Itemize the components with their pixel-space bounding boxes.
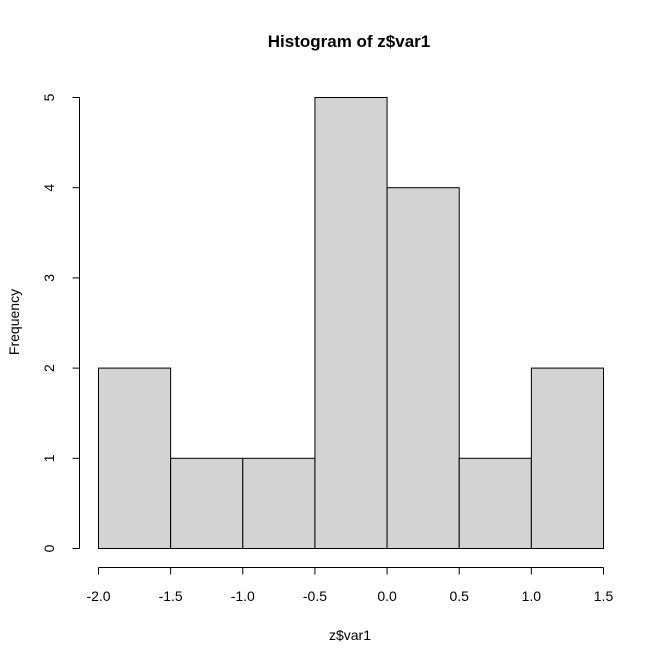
histogram-bar: [458, 457, 532, 549]
y-axis: 0 1 2 3 4 5: [41, 93, 80, 552]
y-tick-label: 2: [41, 364, 57, 372]
y-tick-label: 4: [41, 184, 57, 192]
x-tick-label: -2.0: [86, 588, 110, 604]
histogram-bar: [242, 457, 316, 549]
x-tick-label: -1.0: [231, 588, 255, 604]
y-tick-label: 0: [41, 544, 57, 552]
x-tick-label: 0.5: [449, 588, 469, 604]
x-tick-label: 0.0: [377, 588, 397, 604]
x-tick-label: 1.0: [522, 588, 542, 604]
histogram-bar: [386, 187, 460, 549]
x-tick-label: 1.5: [594, 588, 614, 604]
chart-title: Histogram of z$var1: [268, 32, 431, 51]
x-axis: -2.0 -1.5 -1.0 -0.5 0.0 0.5 1.0 1.5: [86, 567, 614, 604]
histogram-bar: [98, 367, 172, 549]
bars-group: [98, 97, 604, 549]
histogram-bar: [314, 97, 388, 549]
histogram-bar: [170, 457, 244, 549]
y-tick-label: 3: [41, 274, 57, 282]
y-tick-label: 5: [41, 93, 57, 101]
y-tick-label: 1: [41, 454, 57, 462]
y-axis-label: Frequency: [6, 289, 22, 355]
x-tick-label: -1.5: [159, 588, 183, 604]
x-tick-label: -0.5: [303, 588, 327, 604]
x-axis-label: z$var1: [329, 627, 371, 643]
histogram-bar: [530, 367, 604, 549]
